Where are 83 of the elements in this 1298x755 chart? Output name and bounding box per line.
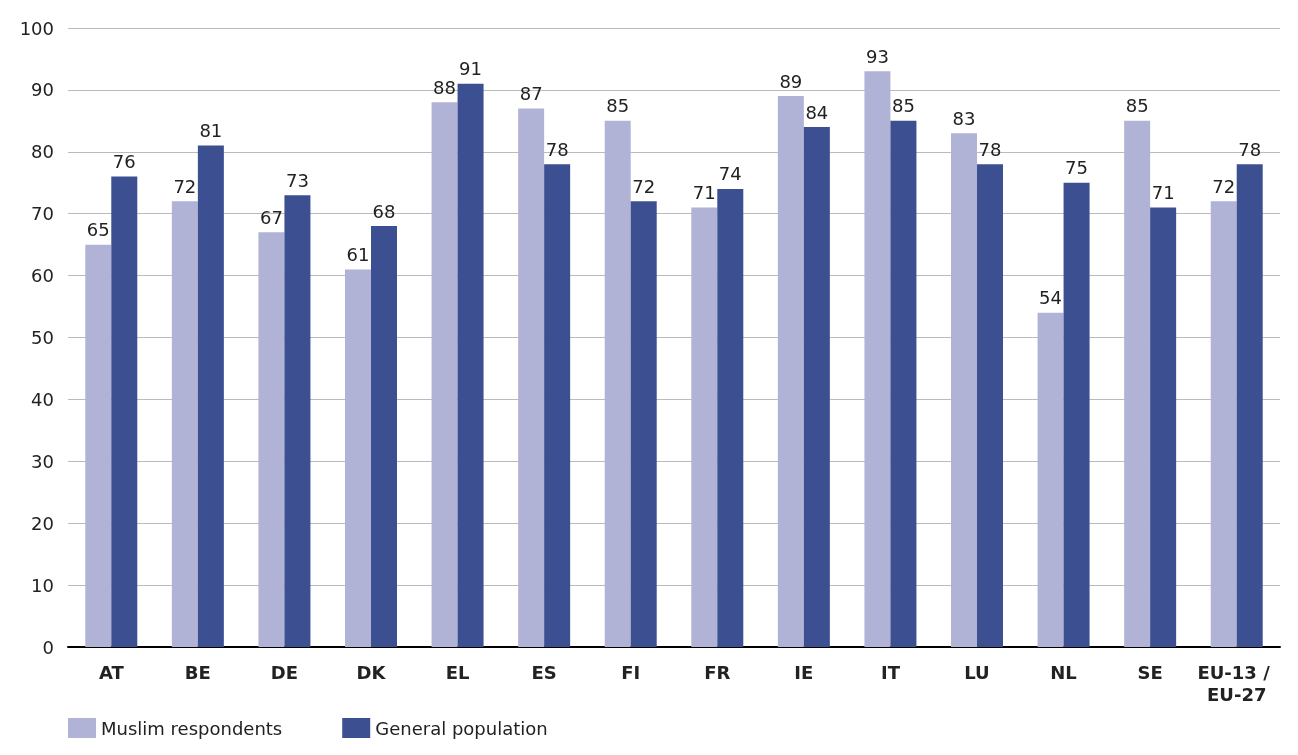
bar <box>1150 207 1177 647</box>
data-label: 76 <box>112 151 136 173</box>
bar <box>431 102 458 647</box>
data-label: 65 <box>86 219 110 241</box>
x-tick-label: BE <box>184 661 211 683</box>
data-label: 85 <box>606 95 630 117</box>
x-tick-label: DK <box>356 661 387 683</box>
bar <box>803 127 830 647</box>
data-label: 78 <box>1238 138 1262 160</box>
x-tick-label: ES <box>531 661 557 683</box>
bar <box>1236 164 1263 647</box>
x-tick-label: NL <box>1050 661 1077 683</box>
y-tick-label: 50 <box>31 327 54 348</box>
data-label: 67 <box>259 206 283 228</box>
bar <box>630 201 657 647</box>
x-tick-label: IE <box>794 661 814 683</box>
x-tick-label: SE <box>1137 661 1163 683</box>
bar <box>717 188 744 647</box>
bar <box>1063 182 1090 647</box>
x-tick-label: DE <box>270 661 299 683</box>
data-label: 81 <box>199 120 223 142</box>
data-label: 89 <box>779 70 803 92</box>
data-label: 68 <box>372 200 396 222</box>
x-tick-label: FI <box>621 661 641 683</box>
bar <box>864 71 891 647</box>
bar <box>777 96 804 647</box>
bar <box>977 164 1003 647</box>
bar <box>197 145 224 647</box>
x-tick-label: AT <box>98 661 125 683</box>
data-label: 78 <box>545 138 569 160</box>
bar <box>258 232 285 647</box>
y-tick-label: 70 <box>31 203 54 225</box>
bar <box>604 120 631 647</box>
data-label: 71 <box>1151 182 1175 204</box>
data-label: 72 <box>632 175 656 197</box>
bar <box>1037 312 1064 647</box>
bar <box>951 133 977 647</box>
x-tick-label: EL <box>445 661 470 683</box>
data-label: 61 <box>346 243 370 265</box>
legend-label: Muslim respondents <box>101 717 283 739</box>
data-label: 75 <box>1065 157 1089 179</box>
y-tick-label: 30 <box>31 450 54 472</box>
x-tick-label: IT <box>880 661 901 683</box>
data-label: 73 <box>285 169 309 191</box>
data-label: 85 <box>891 95 915 117</box>
bar <box>345 269 371 647</box>
bar <box>518 108 545 647</box>
bar <box>1210 201 1237 647</box>
data-label: 83 <box>952 107 976 129</box>
y-tick-label: 20 <box>31 512 54 534</box>
bar <box>171 201 198 647</box>
bar <box>544 164 571 647</box>
bar <box>284 195 311 647</box>
data-label: 72 <box>1212 175 1236 197</box>
data-label: 72 <box>173 175 197 197</box>
x-tick-label: LU <box>964 661 990 683</box>
data-label: 85 <box>1125 95 1149 117</box>
data-label: 74 <box>718 163 742 185</box>
y-tick-label: 40 <box>31 388 54 410</box>
bar <box>890 120 917 647</box>
y-tick-label: 0 <box>42 636 54 658</box>
bar <box>691 207 718 647</box>
data-label: 71 <box>692 182 716 204</box>
data-label: 91 <box>459 58 483 80</box>
y-tick-label: 100 <box>19 17 54 39</box>
y-tick-label: 80 <box>31 141 54 163</box>
y-tick-label: 90 <box>31 79 54 101</box>
y-tick-label: 60 <box>31 265 54 287</box>
bar <box>111 176 138 647</box>
bar <box>1124 120 1151 647</box>
data-label: 78 <box>978 138 1002 160</box>
data-label: 54 <box>1039 287 1063 309</box>
x-tick-label: EU-13 / EU-27 <box>1197 661 1276 705</box>
y-tick-label: 10 <box>31 574 54 596</box>
data-label: 88 <box>433 76 457 98</box>
data-label: 93 <box>865 45 889 67</box>
data-label: 87 <box>519 82 543 104</box>
bar <box>85 244 112 647</box>
x-tick-label: FR <box>704 661 731 683</box>
data-label: 84 <box>805 101 829 123</box>
legend-label: General population <box>375 717 548 739</box>
bar <box>457 83 484 647</box>
bar <box>371 226 397 647</box>
